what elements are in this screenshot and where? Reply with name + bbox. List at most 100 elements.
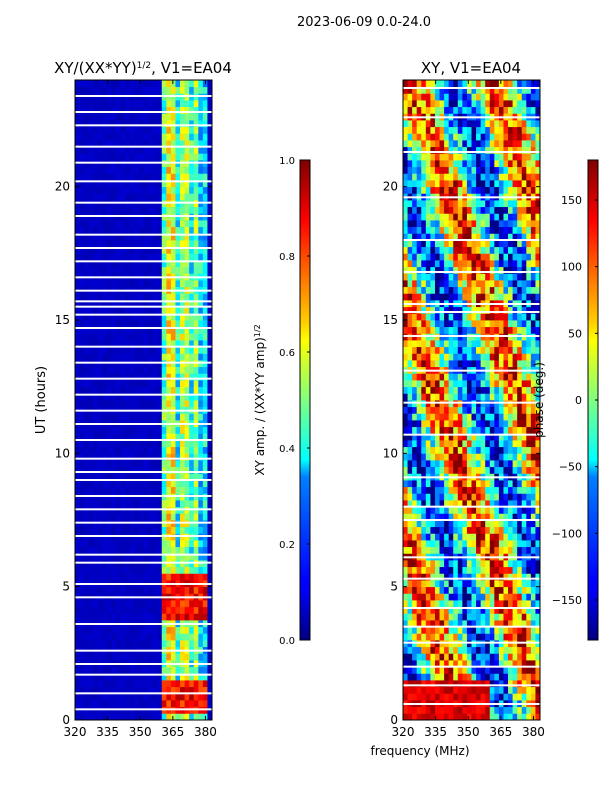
heatmap-cell (161, 433, 167, 441)
heatmap-cell (489, 713, 495, 720)
heatmap-cell (180, 100, 185, 108)
heatmap-cell (412, 353, 418, 361)
heatmap-cell (517, 600, 523, 608)
heatmap-cell (198, 186, 204, 194)
heatmap-cell (471, 706, 477, 714)
heatmap-cell (407, 660, 413, 668)
heatmap-cell (75, 513, 80, 521)
heatmap-cell (425, 666, 431, 674)
heatmap-cell (453, 413, 459, 421)
colorbar-tick-label: 0.4 (279, 444, 295, 455)
heatmap-cell (134, 80, 140, 88)
heatmap-cell (143, 166, 149, 174)
heatmap-cell (526, 273, 532, 281)
heatmap-cell (129, 186, 135, 194)
heatmap-cell (489, 433, 495, 441)
heatmap-cell (148, 653, 154, 661)
heatmap-cell (526, 706, 532, 714)
heatmap-cell (189, 120, 195, 128)
heatmap-cell (407, 646, 413, 654)
heatmap-cell (148, 180, 154, 188)
heatmap-cell (75, 146, 80, 154)
heatmap-cell (466, 313, 472, 321)
heatmap-cell (134, 553, 140, 561)
heatmap-cell (457, 613, 463, 621)
heatmap-cell (75, 320, 80, 328)
heatmap-cell (407, 466, 413, 474)
heatmap-cell (448, 513, 454, 521)
heatmap-cell (184, 440, 190, 448)
heatmap-cell (189, 166, 195, 174)
heatmap-cell (498, 500, 504, 508)
heatmap-cell (430, 600, 436, 608)
heatmap-cell (416, 420, 422, 428)
heatmap-cell (129, 193, 135, 201)
heatmap-cell (193, 480, 199, 488)
heatmap-cell (184, 680, 190, 688)
heatmap-cell (207, 386, 212, 394)
heatmap-cell (134, 566, 140, 574)
heatmap-cell (161, 640, 167, 648)
heatmap-cell (471, 466, 477, 474)
heatmap-cell (88, 133, 94, 141)
heatmap-cell (180, 600, 185, 608)
heatmap-cell (503, 660, 509, 668)
heatmap-cell (175, 320, 181, 328)
heatmap-cell (526, 340, 532, 348)
heatmap-cell (535, 506, 540, 514)
heatmap-cell (407, 346, 413, 354)
heatmap-cell (416, 666, 422, 674)
heatmap-cell (93, 280, 99, 288)
heatmap-cell (161, 466, 167, 474)
heatmap-cell (157, 526, 163, 534)
heatmap-cell (494, 480, 500, 488)
heatmap-cell (102, 86, 108, 94)
heatmap-cell (526, 520, 532, 528)
heatmap-cell (175, 613, 181, 621)
heatmap-cell (480, 560, 486, 568)
heatmap-cell (425, 393, 431, 401)
heatmap-cell (526, 646, 532, 654)
heatmap-cell (444, 526, 450, 534)
heatmap-cell (498, 626, 504, 634)
heatmap-cell (88, 333, 94, 341)
heatmap-cell (198, 193, 204, 201)
heatmap-cell (170, 186, 176, 194)
heatmap-cell (407, 613, 413, 621)
heatmap-cell (79, 106, 85, 114)
heatmap-cell (512, 500, 518, 508)
heatmap-cell (175, 326, 181, 334)
heatmap-cell (120, 553, 126, 561)
heatmap-cell (198, 573, 204, 581)
heatmap-cell (138, 266, 144, 274)
heatmap-cell (120, 233, 126, 241)
heatmap-cell (430, 346, 436, 354)
heatmap-cell (517, 540, 523, 548)
heatmap-cell (476, 346, 482, 354)
heatmap-cell (116, 320, 122, 328)
heatmap-cell (535, 353, 540, 361)
heatmap-cell (138, 613, 144, 621)
heatmap-cell (512, 386, 518, 394)
heatmap-cell (120, 633, 126, 641)
heatmap-cell (517, 606, 523, 614)
heatmap-cell (434, 546, 440, 554)
heatmap-cell (175, 586, 181, 594)
heatmap-cell (416, 460, 422, 468)
heatmap-cell (175, 253, 181, 261)
heatmap-cell (120, 220, 126, 228)
heatmap-cell (125, 680, 131, 688)
heatmap-cell (202, 600, 208, 608)
heatmap-cell (448, 593, 454, 601)
heatmap-cell (498, 506, 504, 514)
heatmap-cell (129, 366, 135, 374)
heatmap-cell (512, 706, 518, 714)
heatmap-cell (75, 633, 80, 641)
heatmap-cell (134, 300, 140, 308)
heatmap-cell (180, 326, 185, 334)
heatmap-cell (84, 466, 90, 474)
heatmap-cell (202, 613, 208, 621)
heatmap-cell (434, 593, 440, 601)
heatmap-cell (84, 166, 90, 174)
heatmap-cell (184, 180, 190, 188)
